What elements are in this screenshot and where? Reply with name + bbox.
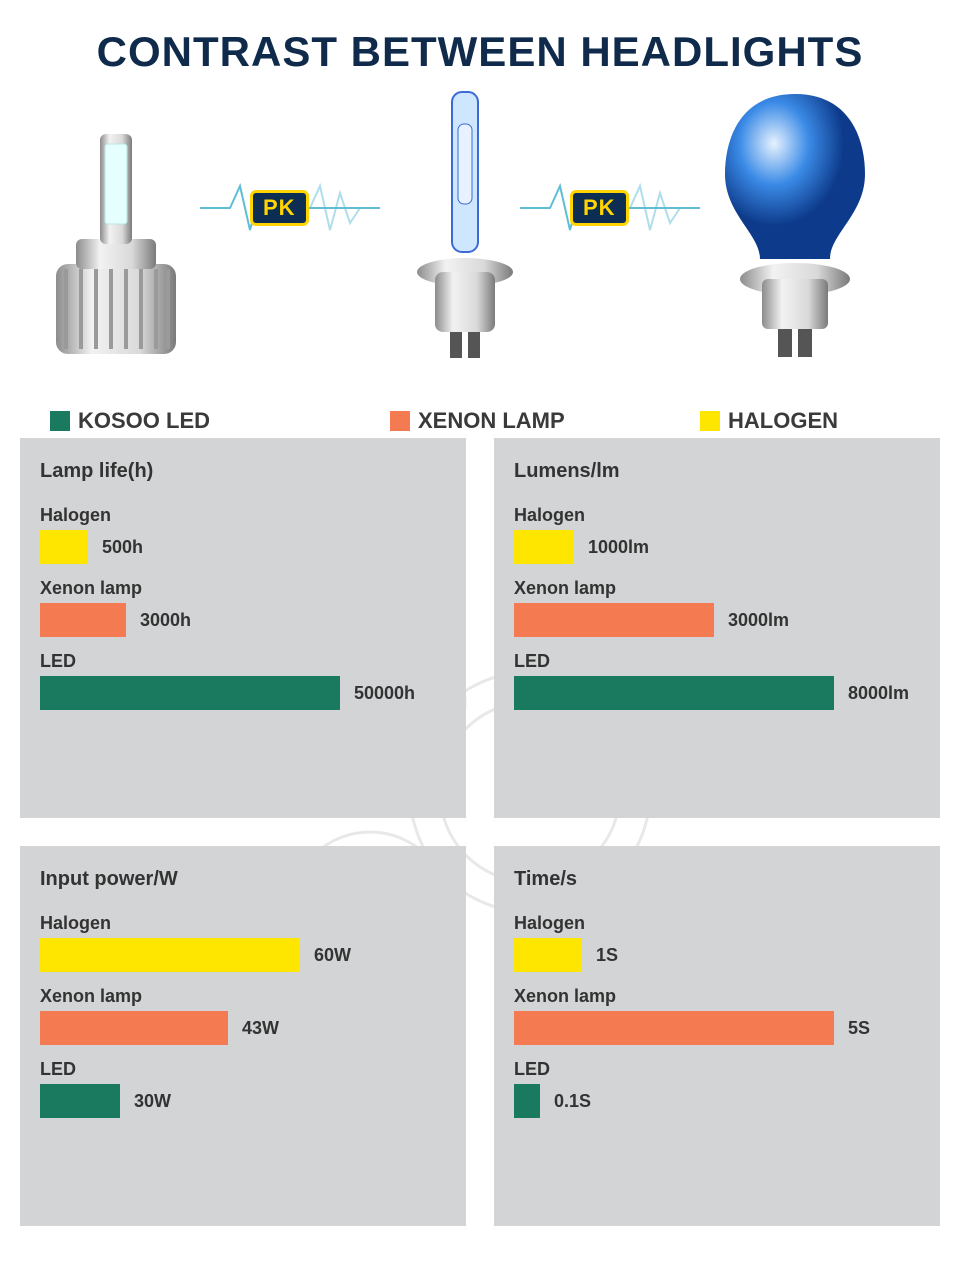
panel-title: Input power/W: [40, 868, 446, 891]
bar-value: 43W: [242, 1018, 279, 1039]
bar-row: 8000lm: [514, 676, 920, 710]
category-label: LED: [40, 1059, 446, 1080]
bar: [514, 676, 834, 710]
panel-title: Lumens/lm: [514, 460, 920, 483]
bar-row: 500h: [40, 530, 446, 564]
category-label: Xenon lamp: [514, 578, 920, 599]
bar-value: 30W: [134, 1091, 171, 1112]
bar-value: 60W: [314, 945, 351, 966]
bar-value: 0.1S: [554, 1091, 591, 1112]
chart-panel: Input power/W Halogen 60W Xenon lamp 43W LED 3…: [20, 846, 466, 1226]
bar-row: 50000h: [40, 676, 446, 710]
chart-panel: Lumens/lm Halogen 1000lm Xenon lamp 3000lm LE…: [494, 438, 940, 818]
bar: [40, 676, 340, 710]
category-label: LED: [514, 1059, 920, 1080]
chart-panel: Lamp life(h) Halogen 500h Xenon lamp 3000h LE…: [20, 438, 466, 818]
legend-item: KOSOO LED: [50, 408, 210, 434]
bar-value: 1000lm: [588, 537, 649, 558]
bar-row: 1S: [514, 938, 920, 972]
legend-item: HALOGEN: [700, 408, 838, 434]
bar-row: 3000h: [40, 603, 446, 637]
bar: [514, 1011, 834, 1045]
legend-label: XENON LAMP: [418, 408, 565, 434]
pk-badge: PK: [570, 190, 629, 226]
bar-value: 1S: [596, 945, 618, 966]
panel-title: Lamp life(h): [40, 460, 446, 483]
bar: [514, 1084, 540, 1118]
bar-value: 500h: [102, 537, 143, 558]
category-label: LED: [514, 651, 920, 672]
bar-row: 5S: [514, 1011, 920, 1045]
bar: [514, 603, 714, 637]
legend-label: KOSOO LED: [78, 408, 210, 434]
category-label: Halogen: [514, 505, 920, 526]
bar: [40, 530, 88, 564]
legend-swatch: [700, 411, 720, 431]
bar-row: 1000lm: [514, 530, 920, 564]
bar-row: 0.1S: [514, 1084, 920, 1118]
panel-title: Time/s: [514, 868, 920, 891]
bar: [40, 938, 300, 972]
category-label: Xenon lamp: [40, 578, 446, 599]
bar-row: 60W: [40, 938, 446, 972]
hero-bulb-row: PK PK: [20, 88, 940, 418]
legend-swatch: [390, 411, 410, 431]
bar-value: 5S: [848, 1018, 870, 1039]
bar: [514, 938, 582, 972]
bar-row: 3000lm: [514, 603, 920, 637]
bar-row: 43W: [40, 1011, 446, 1045]
bar-value: 3000h: [140, 610, 191, 631]
category-label: Halogen: [40, 913, 446, 934]
bar: [40, 1011, 228, 1045]
bar-value: 3000lm: [728, 610, 789, 631]
category-label: Xenon lamp: [514, 986, 920, 1007]
legend-swatch: [50, 411, 70, 431]
category-label: LED: [40, 651, 446, 672]
legend-item: XENON LAMP: [390, 408, 565, 434]
led-bulb-illustration: [26, 104, 206, 364]
category-label: Halogen: [514, 913, 920, 934]
chart-panel: Time/s Halogen 1S Xenon lamp 5S LED 0.1S: [494, 846, 940, 1226]
bar-row: 30W: [40, 1084, 446, 1118]
category-label: Xenon lamp: [40, 986, 446, 1007]
bar: [40, 603, 126, 637]
chart-grid: Lamp life(h) Halogen 500h Xenon lamp 3000h LE…: [20, 438, 940, 1226]
bar-value: 8000lm: [848, 683, 909, 704]
xenon-bulb-illustration: [390, 84, 540, 364]
pk-badge: PK: [250, 190, 309, 226]
halogen-bulb-illustration: [690, 84, 900, 364]
bar: [514, 530, 574, 564]
page-title: CONTRAST BETWEEN HEADLIGHTS: [0, 0, 960, 76]
category-label: Halogen: [40, 505, 446, 526]
legend-label: HALOGEN: [728, 408, 838, 434]
bar-value: 50000h: [354, 683, 415, 704]
bar: [40, 1084, 120, 1118]
